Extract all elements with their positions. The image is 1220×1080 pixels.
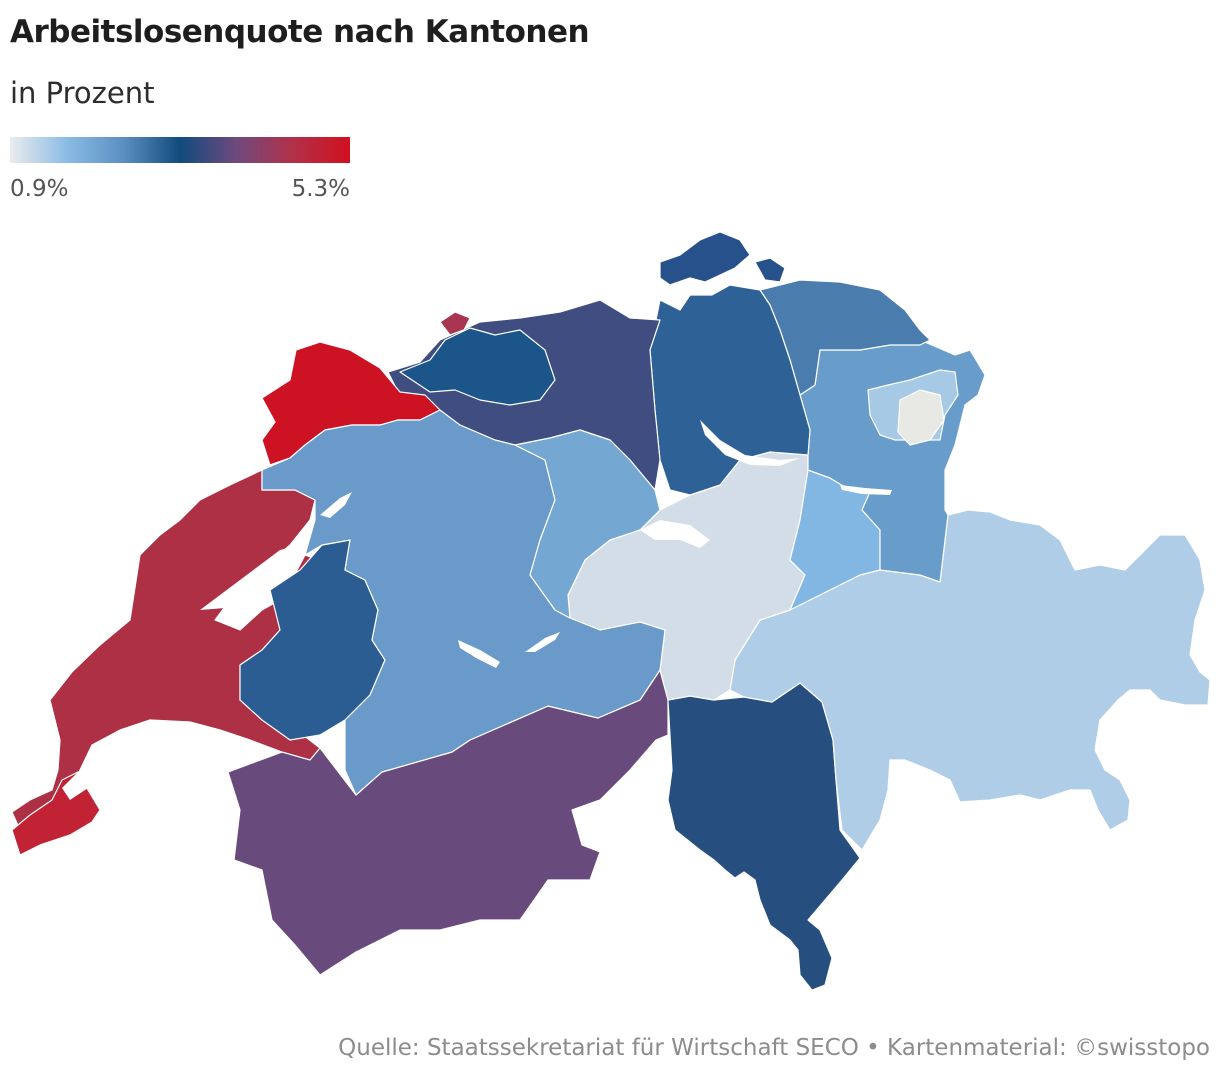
region-bern[interactable] <box>261 409 666 796</box>
region-zurich[interactable] <box>649 284 811 496</box>
region-basel-city[interactable] <box>439 311 471 336</box>
region-graubuenden[interactable] <box>729 509 1211 851</box>
region-basel[interactable] <box>399 327 556 406</box>
legend-min-label: 0.9% <box>10 176 69 202</box>
region-schaffhausen[interactable] <box>754 257 786 283</box>
region-appenzell-ir[interactable] <box>897 389 945 446</box>
region-schaffhausen[interactable] <box>659 231 751 286</box>
legend-max-label: 5.3% <box>291 176 350 202</box>
lake-neuchatel <box>200 545 300 610</box>
lake-zurich <box>700 420 800 466</box>
region-lucerne[interactable] <box>514 429 661 619</box>
lake-walensee <box>840 485 892 495</box>
lake-geneva <box>62 740 210 800</box>
lake-brienz <box>525 632 560 652</box>
map-title: Arbeitslosenquote nach Kantonen <box>10 14 590 50</box>
lake-biel <box>320 492 352 518</box>
map-subtitle: in Prozent <box>10 76 155 110</box>
lake-lucerne <box>640 520 710 548</box>
lake-thun <box>458 640 500 668</box>
source-credit: Quelle: Staatssekretariat für Wirtschaft… <box>338 1035 1210 1061</box>
color-scale-legend <box>10 137 350 163</box>
